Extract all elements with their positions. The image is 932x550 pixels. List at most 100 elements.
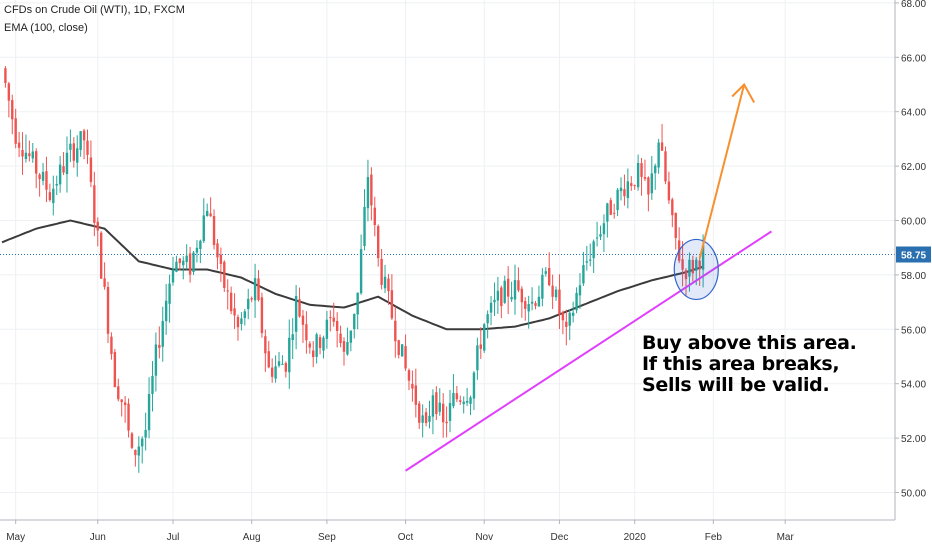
candle-body — [127, 403, 130, 431]
candle-body — [182, 260, 185, 266]
candle-body — [318, 337, 322, 348]
candle-body — [359, 249, 363, 294]
candle-body — [41, 171, 45, 181]
candle-body — [554, 289, 558, 298]
candle-body — [58, 164, 62, 185]
candle-body — [264, 336, 267, 354]
annotation-line-1: Buy above this area. — [642, 332, 857, 354]
candle-body — [380, 258, 383, 285]
candle-body — [223, 261, 226, 288]
candle-body — [561, 312, 565, 321]
candle-body — [520, 288, 524, 303]
candle-body — [455, 393, 459, 400]
candle-body — [476, 345, 479, 371]
candle-body — [21, 150, 24, 157]
candle-body — [229, 292, 233, 312]
candle-body — [377, 226, 380, 259]
candle-body — [240, 318, 243, 325]
time-tick-label: Dec — [551, 532, 569, 543]
candle-body — [513, 280, 517, 300]
candle-body — [431, 395, 435, 417]
candle-body — [530, 301, 534, 304]
candle-body — [503, 280, 506, 303]
symbol-title: CFDs on Crude Oil (WTI), 1D, FXCM — [4, 4, 185, 16]
candle-body — [506, 278, 510, 297]
candle-body — [130, 433, 134, 448]
candle-body — [134, 449, 137, 456]
annotation-line-2: If this area breaks, — [642, 353, 840, 375]
candle-body — [606, 203, 609, 222]
candle-body — [524, 301, 527, 309]
drawings-layer — [405, 82, 773, 472]
candle-body — [274, 366, 277, 379]
candle-body — [123, 402, 127, 406]
candle-body — [137, 446, 140, 456]
candle-body — [489, 302, 493, 313]
candle-body — [141, 438, 144, 447]
candle-body — [171, 269, 175, 283]
candle-body — [592, 241, 595, 259]
candle-body — [643, 177, 647, 179]
candle-body — [253, 278, 257, 301]
candle-body — [397, 340, 400, 355]
candle-body — [325, 319, 329, 339]
candle-body — [445, 421, 448, 424]
candle-body — [541, 274, 544, 299]
candle-body — [527, 304, 530, 312]
current-price-label-bg — [896, 246, 931, 263]
candle-body — [301, 315, 305, 325]
candle-body — [479, 344, 482, 349]
candle-body — [575, 292, 578, 311]
candle-body — [472, 372, 476, 399]
candle-body — [407, 370, 411, 381]
price-tick-label: 62.00 — [901, 162, 926, 173]
candle-body — [93, 185, 96, 223]
candle-body — [38, 174, 41, 180]
candle-body — [548, 267, 551, 286]
candle-body — [493, 299, 496, 303]
candle-body — [335, 321, 339, 331]
candle-body — [69, 143, 72, 150]
candle-body — [366, 177, 370, 209]
candle-body — [188, 253, 192, 275]
candle-body — [585, 261, 589, 263]
candle-body — [537, 296, 541, 307]
candle-body — [89, 157, 93, 183]
candle-body — [55, 183, 58, 186]
candle-body — [558, 289, 561, 315]
candle-body — [510, 296, 513, 300]
candle-body — [212, 216, 216, 245]
current-price-label: 58.75 — [901, 251, 926, 262]
candle-body — [462, 401, 465, 405]
candle-body — [660, 142, 664, 151]
candle-body — [113, 352, 117, 388]
candle-body — [270, 367, 274, 377]
time-tick-label: May — [6, 532, 25, 543]
candle-body — [260, 297, 264, 334]
candle-body — [404, 346, 407, 369]
candle-body — [72, 143, 76, 161]
candle-body — [684, 270, 688, 280]
candle-body — [24, 152, 28, 160]
candle-body — [346, 341, 349, 355]
candle-body — [589, 259, 592, 261]
candle-body — [243, 311, 247, 319]
candle-body — [298, 299, 301, 317]
price-tick-label: 50.00 — [901, 489, 926, 500]
time-tick-label: Jun — [90, 532, 106, 543]
candle-body — [619, 187, 623, 192]
candle-body — [400, 344, 404, 357]
candle-body — [441, 403, 445, 423]
indicator-legend: EMA (100, close) — [4, 22, 88, 34]
candle-body — [199, 240, 202, 249]
price-tick-label: 58.00 — [901, 271, 926, 282]
candle-body — [626, 181, 630, 199]
price-tick-label: 60.00 — [901, 217, 926, 228]
candle-body — [640, 163, 643, 177]
candle-body — [370, 174, 373, 206]
candle-body — [353, 313, 356, 329]
candle-body — [544, 271, 547, 274]
time-tick-label: Oct — [398, 532, 414, 543]
candle-body — [329, 317, 332, 319]
